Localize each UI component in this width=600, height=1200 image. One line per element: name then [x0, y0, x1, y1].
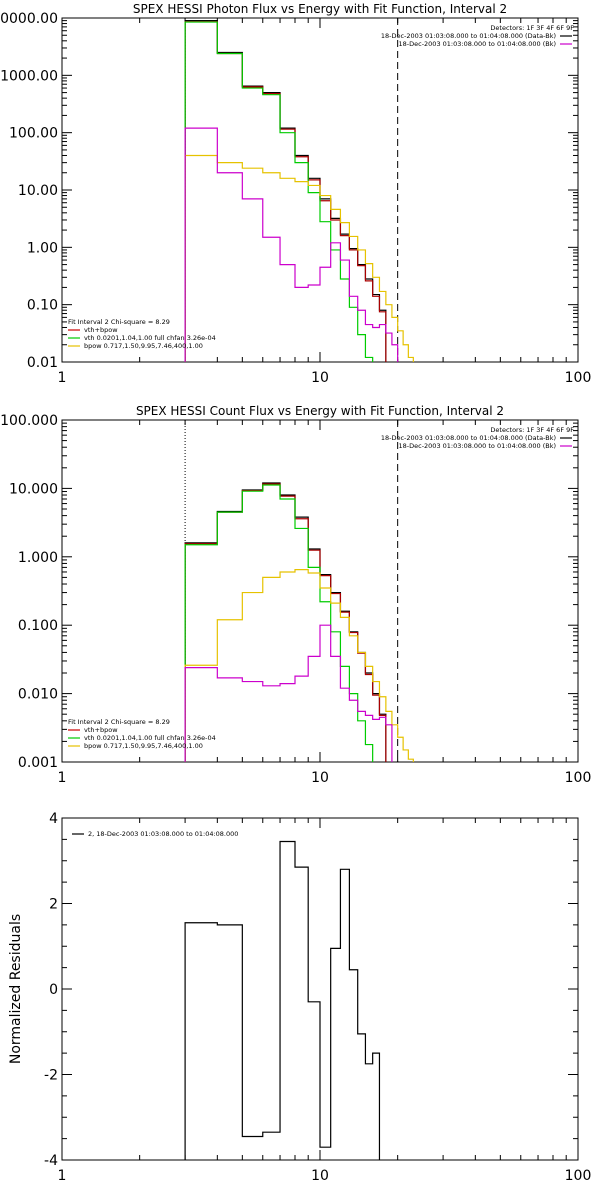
x-tick-label: 1 — [58, 370, 67, 386]
y-tick-label: 0.001 — [18, 755, 58, 771]
y-tick-label: 2 — [49, 897, 58, 913]
y-tick-label: 1000.00 — [0, 68, 58, 84]
chart-title: SPEX HESSI Photon Flux vs Energy with Fi… — [133, 2, 507, 16]
legend-bottom-entry: vth 0.0201,1.04,1.00 full chfan 3.26e-04 — [84, 734, 216, 742]
series-background — [184, 21, 387, 362]
legend-bottom-entry: Fit Interval 2 Chi-square = 8.29 — [68, 318, 170, 326]
x-tick-label: 10 — [311, 770, 329, 786]
y-tick-label: 0 — [49, 982, 58, 998]
legend-top-entry: 18-Dec-2003 01:03:08.000 to 01:04:08.000… — [381, 434, 556, 442]
legend-bottom-entry: bpow 0.717,1.50,9.95,7.46,400,1.00 — [84, 342, 203, 350]
chart-panel-1: SPEX HESSI Photon Flux vs Energy with Fi… — [0, 2, 591, 386]
series-bpow — [184, 569, 414, 762]
series-residuals — [184, 840, 381, 1160]
legend-top-entry: 18-Dec-2003 01:03:08.000 to 01:04:08.000… — [381, 32, 556, 40]
series-data — [184, 482, 387, 762]
x-tick-label: 1 — [58, 1168, 67, 1184]
y-tick-label: 10.00 — [18, 183, 58, 199]
chart-title: SPEX HESSI Count Flux vs Energy with Fit… — [136, 404, 504, 418]
series-vth — [184, 484, 374, 762]
series-group — [184, 482, 414, 762]
legend-top-entry: Detectors: 1F 3F 4F 6F 9F — [490, 426, 574, 434]
series-group — [184, 20, 419, 362]
y-tick-label: 1.00 — [27, 240, 58, 256]
y-tick-label: 0.10 — [27, 298, 58, 314]
series-background — [184, 483, 387, 762]
x-tick-label: 10 — [311, 1168, 329, 1184]
legend-top-entry: 18-Dec-2003 01:03:08.000 to 01:04:08.000… — [399, 40, 557, 48]
x-tick-label: 100 — [565, 1168, 592, 1184]
legend-top-entry: 2, 18-Dec-2003 01:03:08.000 to 01:04:08.… — [88, 830, 238, 838]
chart-panel-2: SPEX HESSI Count Flux vs Energy with Fit… — [0, 404, 591, 786]
legend-bottom-entry: vth+bpow — [84, 726, 118, 734]
y-tick-label: 100.000 — [0, 413, 58, 429]
y-tick-label: 100.00 — [9, 126, 58, 142]
series-bk — [184, 127, 399, 362]
legend-bottom-entry: vth 0.0201,1.04,1.00 full chfan 3.26e-04 — [84, 334, 216, 342]
y-tick-label: 10000.00 — [0, 11, 58, 27]
y-tick-label: 4 — [49, 811, 58, 827]
legend-bottom-entry: bpow 0.717,1.50,9.95,7.46,400,1.00 — [84, 742, 203, 750]
y-tick-label: 0.100 — [18, 618, 58, 634]
y-tick-label: -4 — [44, 1153, 58, 1169]
y-tick-label: -2 — [44, 1068, 58, 1084]
x-tick-label: 1 — [58, 770, 67, 786]
series-bpow — [184, 154, 419, 362]
y-tick-label: 10.000 — [9, 481, 58, 497]
chart-panel-3: 1 10 100 -4 -2 0 2 4 Normalized Residuals 2, 18-D… — [8, 811, 591, 1184]
legend-top-entry: Detectors: 1F 3F 4F 6F 9F — [490, 24, 574, 32]
y-tick-label: 0.010 — [18, 687, 58, 703]
series-bk — [184, 624, 393, 762]
y-axis-label: Normalized Residuals — [8, 914, 24, 1064]
legend-top-entry: 18-Dec-2003 01:03:08.000 to 01:04:08.000… — [399, 442, 557, 450]
x-tick-label: 10 — [311, 370, 329, 386]
x-tick-label: 100 — [565, 370, 592, 386]
y-tick-label: 1.000 — [18, 550, 58, 566]
legend-bottom-entry: Fit Interval 2 Chi-square = 8.29 — [68, 718, 170, 726]
legend-bottom-entry: vth+bpow — [84, 326, 118, 334]
series-data — [184, 20, 387, 362]
series-group — [184, 840, 381, 1160]
series-vth — [184, 21, 381, 362]
x-tick-label: 100 — [565, 770, 592, 786]
y-tick-label: 0.01 — [27, 355, 58, 371]
